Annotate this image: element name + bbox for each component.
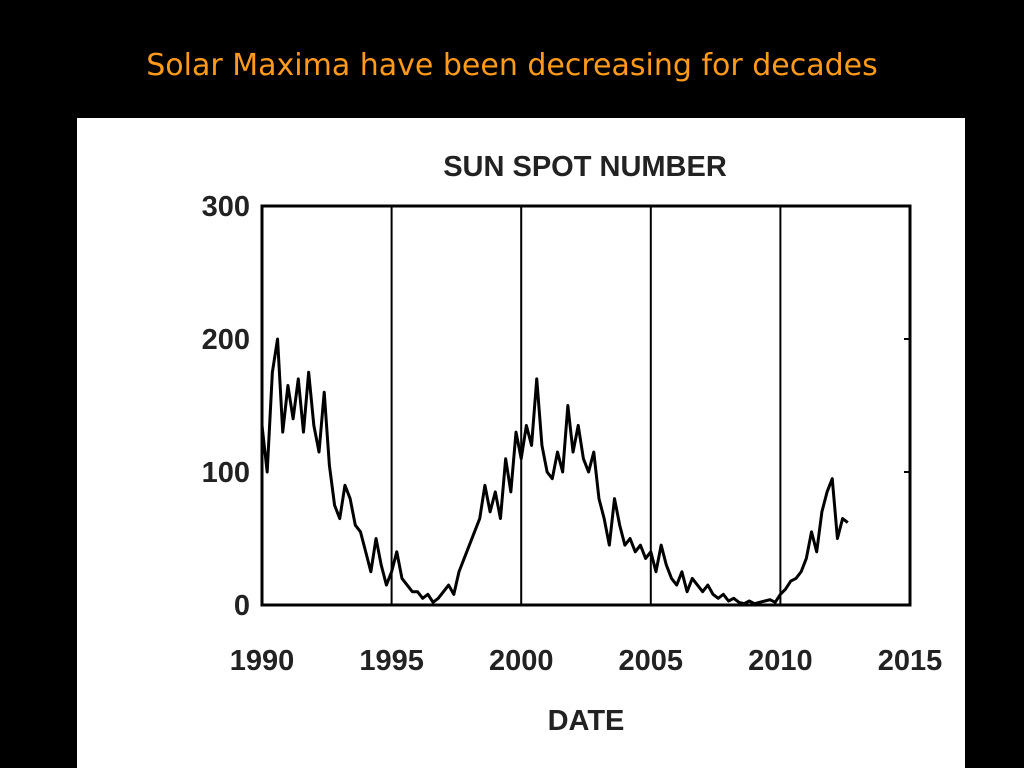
x-tick-label: 2000 [489,645,554,677]
plot-frame [260,204,912,607]
slide-title: Solar Maxima have been decreasing for de… [146,48,878,83]
x-tick-label: 1995 [359,645,424,677]
y-tick-label: 300 [202,191,250,223]
y-tick-label: 200 [202,324,250,356]
chart-title: SUN SPOT NUMBER [443,151,727,183]
x-tick-label: 2010 [748,645,813,677]
y-tick-label: 0 [234,590,250,622]
x-tick-label: 2015 [878,645,943,677]
x-axis-label: DATE [548,705,625,737]
y-tick-label: 100 [202,457,250,489]
x-tick-label: 2005 [619,645,684,677]
x-tick-label: 1990 [230,645,295,677]
data-line [260,337,849,606]
